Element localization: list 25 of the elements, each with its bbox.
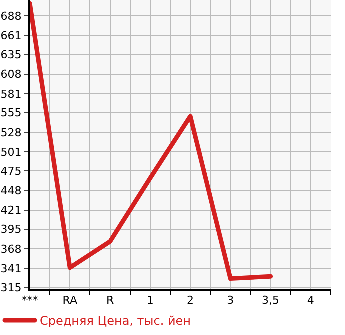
line-series — [30, 1, 274, 282]
y-tick-label: 315 — [0, 281, 22, 294]
x-tick-label: *** — [22, 294, 39, 308]
y-tick-label: 661 — [0, 30, 22, 43]
x-tick-label: 3 — [227, 294, 234, 308]
y-tick-label: 421 — [0, 204, 22, 218]
x-tick-label: R — [106, 294, 114, 308]
y-tick-label: 528 — [0, 126, 22, 140]
y-tick-label: 688 — [0, 10, 22, 23]
y-tick-label: 581 — [0, 88, 22, 101]
y-tick-label: 395 — [0, 223, 22, 236]
y-tick-label: 635 — [0, 48, 22, 62]
x-tick-label: RA — [62, 294, 78, 308]
y-tick-label: 501 — [0, 146, 22, 159]
x-tick-label: 4 — [307, 294, 314, 308]
x-tick-label: 1 — [146, 294, 154, 308]
y-tick-label: 555 — [0, 106, 22, 120]
x-tick-label: 2 — [187, 294, 194, 308]
y-tick-label: 448 — [0, 184, 22, 198]
y-tick-label: 475 — [0, 164, 22, 178]
legend-label: Средняя Цена, тыс. йен — [40, 314, 192, 328]
x-tick-label: 3,5 — [262, 294, 280, 308]
y-tick-label: 341 — [0, 262, 22, 276]
y-tick-label: 368 — [0, 242, 22, 256]
y-tick-label: 608 — [0, 68, 22, 82]
